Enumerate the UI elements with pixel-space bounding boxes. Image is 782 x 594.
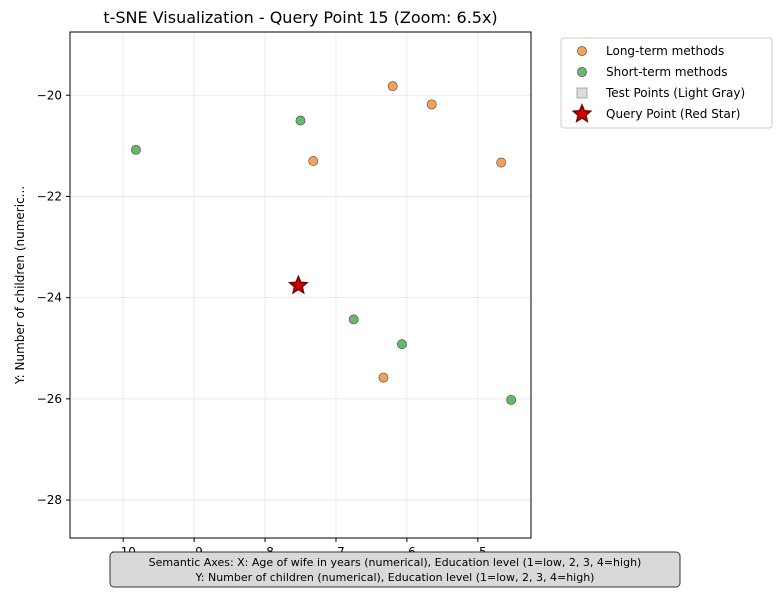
legend-label: Test Points (Light Gray) [605,86,745,100]
data-point [496,157,507,168]
y-tick-label: −24 [37,291,62,305]
data-points [131,81,517,405]
data-point [387,81,398,92]
plot-frame [69,31,532,539]
chart-title: t-SNE Visualization - Query Point 15 (Zo… [103,8,497,27]
legend-label: Long-term methods [606,44,724,58]
grid [70,32,531,538]
legend: Long-term methods Short-term methods Test … [560,37,773,129]
legend-item: Short-term methods [577,65,727,79]
data-point [426,99,437,110]
y-tick-label: −22 [37,189,62,203]
y-axis-ticks: −20 −22 −24 −26 −28 [37,88,70,507]
y-tick-label: −26 [37,392,62,406]
y-tick-label: −20 [37,88,62,102]
legend-label: Short-term methods [606,65,727,79]
legend-item: Long-term methods [577,44,724,58]
legend-item: Query Point (Red Star) [571,103,740,123]
legend-marker [571,103,593,123]
legend-item: Test Points (Light Gray) [576,86,745,100]
data-point [378,372,389,383]
query-point-star [287,274,309,295]
legend-marker [576,87,588,99]
note-line-1: Semantic Axes: X: Age of wife in years (… [149,556,642,569]
data-point [131,144,141,155]
data-point [397,339,407,350]
legend-marker [577,67,587,77]
note-box [109,551,681,588]
y-tick-label: −28 [37,493,62,507]
data-point [295,115,306,126]
legend-box [560,37,773,129]
note-line-2: Y: Number of children (numerical), Educa… [195,571,595,584]
legend-label: Query Point (Red Star) [606,107,740,121]
semantic-axes-note: Semantic Axes: X: Age of wife in years (… [109,551,681,588]
y-axis-label: Y: Number of children (numeric... [13,186,27,385]
data-point [348,314,359,325]
legend-marker [577,46,587,56]
data-point [308,156,319,166]
data-point [506,394,517,405]
